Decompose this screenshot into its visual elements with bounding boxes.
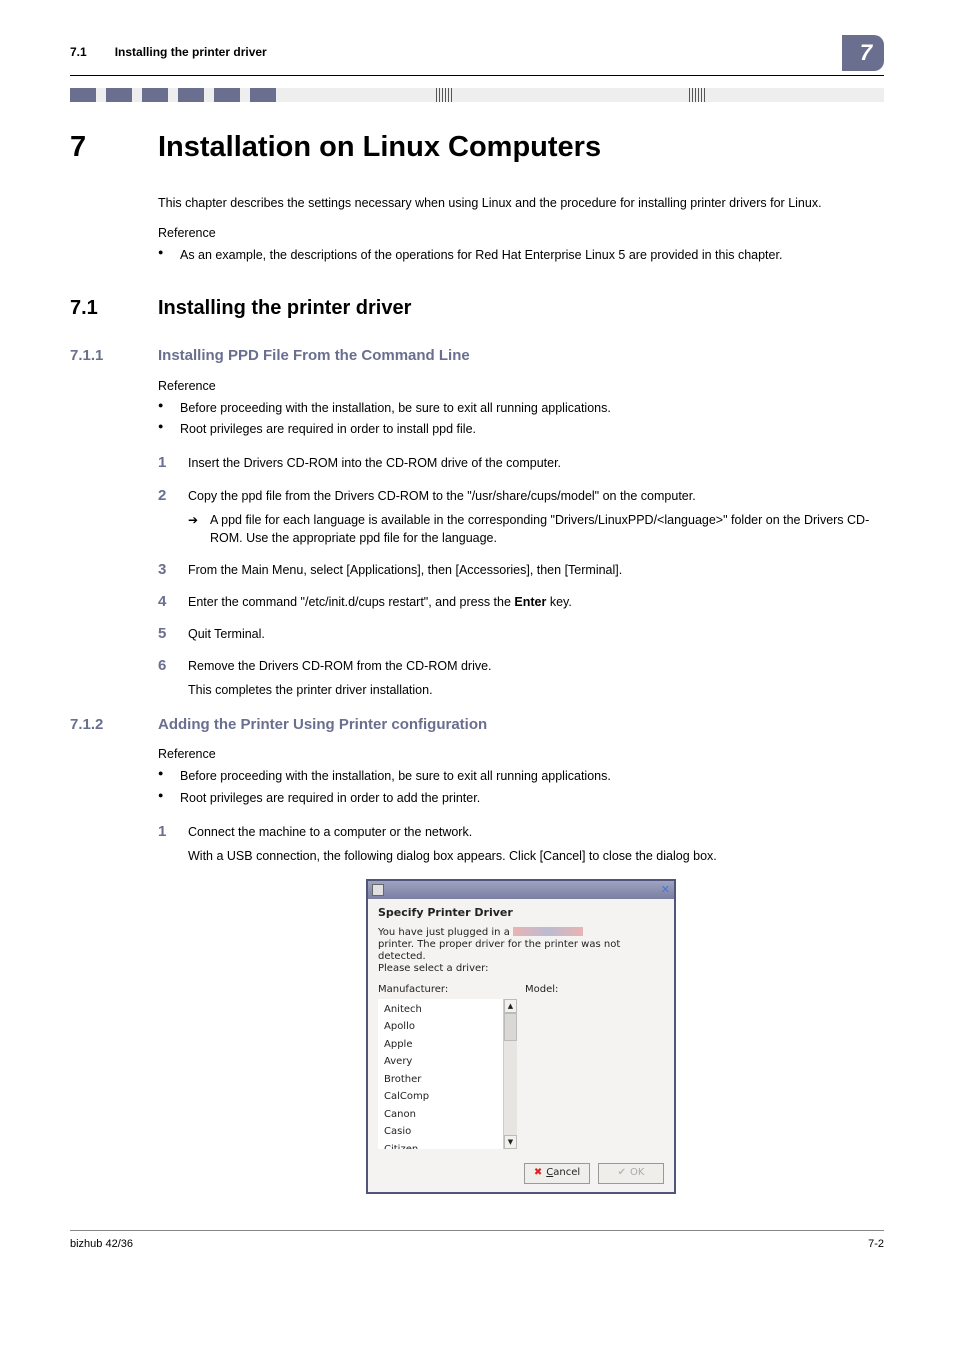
step-item: Quit Terminal. — [158, 625, 884, 643]
steps-list: Insert the Drivers CD-ROM into the CD-RO… — [158, 454, 884, 699]
header-rule — [70, 75, 884, 76]
deco-blocks — [70, 88, 276, 102]
header-left: 7.1 Installing the printer driver — [70, 44, 267, 61]
list-item: Before proceeding with the installation,… — [158, 767, 884, 785]
x-icon: ✖ — [534, 1166, 542, 1181]
redacted-bar — [513, 927, 583, 936]
list-item: Root privileges are required in order to… — [158, 420, 884, 438]
step-item: Insert the Drivers CD-ROM into the CD-RO… — [158, 454, 884, 472]
intro-bullet-list: As an example, the descriptions of the o… — [158, 246, 884, 264]
step-item: Connect the machine to a computer or the… — [158, 823, 884, 865]
step-substep: A ppd file for each language is availabl… — [188, 511, 884, 547]
window-icon — [372, 884, 384, 896]
subsection-heading: 7.1.1 Installing PPD File From the Comma… — [70, 345, 884, 367]
footer-page-num: 7-2 — [868, 1237, 884, 1253]
dialog-buttons: ✖ Cancel ✔ OK — [368, 1157, 674, 1192]
reference-label: Reference — [158, 377, 884, 395]
list-item[interactable]: Casio — [378, 1124, 517, 1142]
header-section-num: 7.1 — [70, 44, 87, 61]
subsection-body: Reference Before proceeding with the ins… — [158, 745, 884, 1194]
subsection-title: Adding the Printer Using Printer configu… — [158, 714, 487, 736]
subsection-heading: 7.1.2 Adding the Printer Using Printer c… — [70, 714, 884, 736]
step-text: Enter the command "/etc/init.d/cups rest… — [188, 595, 572, 609]
chapter-title: Installation on Linux Computers — [158, 126, 601, 168]
subsection-title: Installing PPD File From the Command Lin… — [158, 345, 470, 367]
step-text: Connect the machine to a computer or the… — [188, 825, 472, 839]
step-item: Enter the command "/etc/init.d/cups rest… — [158, 593, 884, 611]
step-text: Quit Terminal. — [188, 627, 265, 641]
model-column: Model: — [517, 983, 664, 1150]
intro-paragraph: This chapter describes the settings nece… — [158, 194, 884, 212]
list-item[interactable]: Anitech — [378, 1001, 517, 1019]
list-item[interactable]: Avery — [378, 1054, 517, 1072]
cancel-button[interactable]: ✖ Cancel — [524, 1163, 590, 1184]
manufacturer-label: Manufacturer: — [378, 983, 517, 998]
step-text: From the Main Menu, select [Applications… — [188, 563, 622, 577]
step-subline: This completes the printer driver instal… — [188, 681, 884, 699]
list-item: Before proceeding with the installation,… — [158, 399, 884, 417]
scroll-thumb[interactable] — [504, 1013, 517, 1041]
list-item[interactable]: Citizen — [378, 1141, 517, 1149]
step-item: From the Main Menu, select [Applications… — [158, 561, 884, 579]
list-item[interactable]: CalComp — [378, 1089, 517, 1107]
step-item: Remove the Drivers CD-ROM from the CD-RO… — [158, 657, 884, 699]
list-item: Root privileges are required in order to… — [158, 789, 884, 807]
document-page: 7.1 Installing the printer driver 7 7 In… — [0, 0, 954, 1281]
close-icon[interactable]: ✕ — [661, 882, 670, 898]
list-item[interactable]: Canon — [378, 1106, 517, 1124]
model-label: Model: — [525, 983, 664, 998]
check-icon: ✔ — [618, 1166, 626, 1181]
dialog-message: You have just plugged in a printer. The … — [378, 927, 664, 975]
ref-bullet-list: Before proceeding with the installation,… — [158, 399, 884, 438]
list-item[interactable]: Brother — [378, 1071, 517, 1089]
scrollbar[interactable]: ▲ ▼ — [503, 999, 517, 1149]
section-num: 7.1 — [70, 294, 110, 323]
reference-label: Reference — [158, 745, 884, 763]
ok-label: OK — [630, 1166, 644, 1181]
deco-ticks — [689, 88, 705, 102]
manufacturer-column: Manufacturer: Anitech Apollo Apple Avery… — [378, 983, 517, 1150]
dialog-titlebar[interactable]: ✕ — [368, 881, 674, 899]
section-heading: 7.1 Installing the printer driver — [70, 294, 884, 323]
cancel-label: Cancel — [546, 1166, 580, 1181]
chapter-num: 7 — [70, 126, 110, 168]
chapter-heading: 7 Installation on Linux Computers — [70, 126, 884, 168]
list-item[interactable]: Apple — [378, 1036, 517, 1054]
step-text: Remove the Drivers CD-ROM from the CD-RO… — [188, 659, 492, 673]
list-item[interactable]: Apollo — [378, 1019, 517, 1037]
deco-ticks — [436, 88, 452, 102]
subsection-num: 7.1.1 — [70, 345, 110, 367]
running-header: 7.1 Installing the printer driver 7 — [70, 35, 884, 71]
ok-button[interactable]: ✔ OK — [598, 1163, 664, 1184]
scroll-track[interactable] — [504, 1013, 517, 1135]
section-title: Installing the printer driver — [158, 294, 411, 323]
footer-product: bizhub 42/36 — [70, 1237, 133, 1253]
scroll-up-icon[interactable]: ▲ — [504, 999, 517, 1013]
manufacturer-listbox[interactable]: Anitech Apollo Apple Avery Brother CalCo… — [378, 999, 517, 1149]
page-footer: bizhub 42/36 7-2 — [70, 1230, 884, 1253]
subsection-num: 7.1.2 — [70, 714, 110, 736]
header-section-title: Installing the printer driver — [115, 44, 267, 61]
dialog-body: Specify Printer Driver You have just plu… — [368, 899, 674, 1157]
subsection-body: Reference Before proceeding with the ins… — [158, 377, 884, 700]
decorative-band — [70, 88, 884, 102]
step-item: Copy the ppd file from the Drivers CD-RO… — [158, 487, 884, 547]
chapter-badge: 7 — [842, 35, 884, 71]
steps-list: Connect the machine to a computer or the… — [158, 823, 884, 865]
printer-driver-dialog: ✕ Specify Printer Driver You have just p… — [366, 879, 676, 1194]
dialog-columns: Manufacturer: Anitech Apollo Apple Avery… — [378, 983, 664, 1150]
intro-block: This chapter describes the settings nece… — [158, 194, 884, 264]
step-subline: With a USB connection, the following dia… — [188, 847, 884, 865]
step-text: Copy the ppd file from the Drivers CD-RO… — [188, 489, 696, 503]
scroll-down-icon[interactable]: ▼ — [504, 1135, 517, 1149]
step-text: Insert the Drivers CD-ROM into the CD-RO… — [188, 456, 561, 470]
dialog-title: Specify Printer Driver — [378, 905, 664, 921]
ref-bullet-list: Before proceeding with the installation,… — [158, 767, 884, 806]
dialog-figure: ✕ Specify Printer Driver You have just p… — [158, 879, 884, 1194]
list-item: As an example, the descriptions of the o… — [158, 246, 884, 264]
reference-label: Reference — [158, 224, 884, 242]
